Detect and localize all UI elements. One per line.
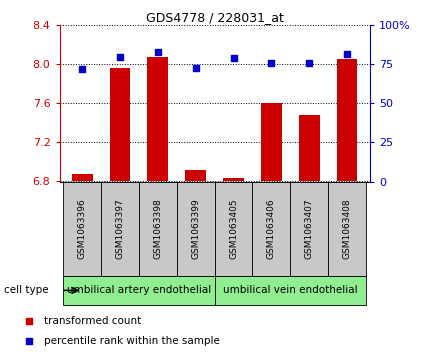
Bar (177, 182, 215, 276)
Text: umbilical vein endothelial: umbilical vein endothelial (223, 285, 357, 295)
Point (79, 66, 85, 72)
Text: GSM1063397: GSM1063397 (116, 198, 125, 259)
Point (192, 65, 199, 70)
Bar (215, 182, 252, 276)
Text: GSM1063396: GSM1063396 (78, 198, 87, 259)
Point (268, 60, 275, 66)
Bar (139, 182, 177, 276)
Point (154, 49, 161, 55)
Bar (147, 57, 168, 182)
Bar (290, 182, 328, 276)
Bar (252, 182, 290, 276)
Text: umbilical artery endothelial: umbilical artery endothelial (67, 285, 211, 295)
Text: cell type: cell type (4, 285, 49, 295)
Bar (299, 115, 320, 182)
Bar (63, 182, 101, 276)
Bar (328, 182, 366, 276)
Bar (215, 276, 366, 305)
Point (116, 54, 123, 60)
Bar (185, 170, 206, 182)
Point (344, 50, 351, 56)
Text: transformed count: transformed count (44, 316, 142, 326)
Point (279, 228, 286, 234)
Text: GSM1063405: GSM1063405 (229, 198, 238, 259)
Point (230, 55, 237, 61)
Text: GSM1063407: GSM1063407 (305, 198, 314, 259)
Title: GDS4778 / 228031_at: GDS4778 / 228031_at (146, 11, 283, 24)
Bar (261, 103, 282, 182)
Text: percentile rank within the sample: percentile rank within the sample (44, 336, 220, 346)
Bar (110, 68, 130, 182)
Text: GSM1063408: GSM1063408 (343, 198, 351, 259)
Bar (337, 58, 357, 182)
Text: GSM1063406: GSM1063406 (267, 198, 276, 259)
Bar (101, 182, 139, 276)
Text: GSM1063398: GSM1063398 (153, 198, 162, 259)
Point (306, 60, 313, 66)
Text: GSM1063399: GSM1063399 (191, 198, 200, 259)
Bar (223, 178, 244, 182)
Point (279, 42, 286, 48)
Bar (63, 276, 215, 305)
Bar (72, 174, 93, 182)
